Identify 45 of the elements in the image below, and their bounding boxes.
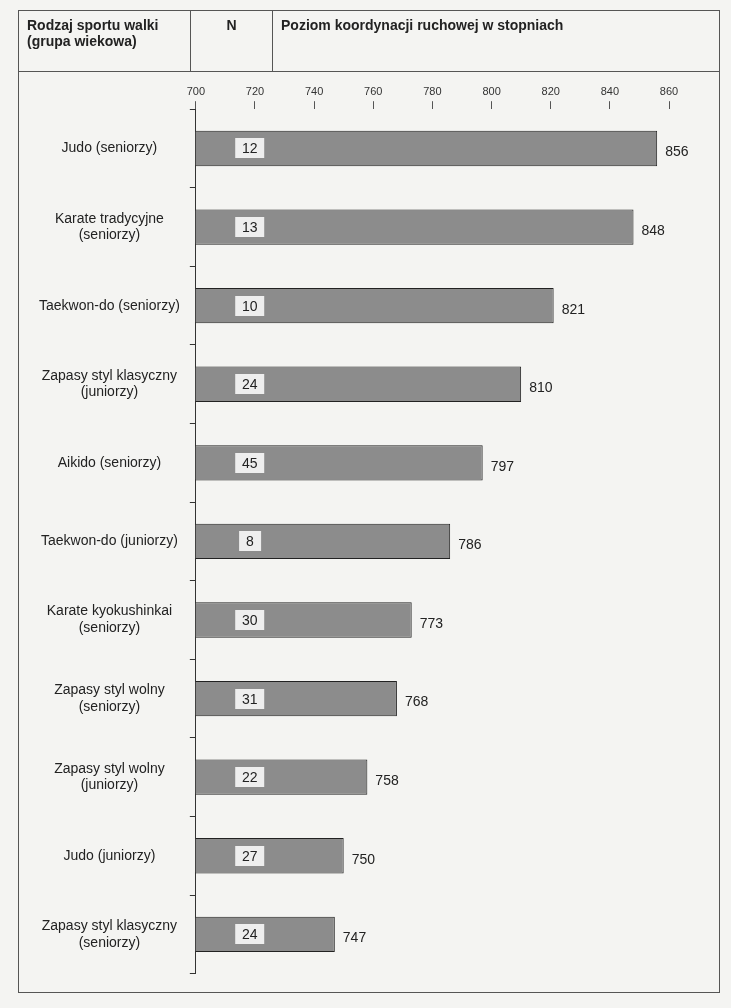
chart-title: Poziom koordynacji ruchowej w stopniach <box>280 16 565 35</box>
annotation: 45 <box>235 452 265 473</box>
data-label: 750 <box>351 850 376 867</box>
data-label: 821 <box>561 300 586 317</box>
y-tick-label: Taekwon-do (seniorzy) <box>39 296 180 313</box>
x-tick-label: 800 <box>482 84 501 97</box>
y-tick-label: Zapasy styl klasyczny (seniorzy) <box>41 916 178 950</box>
annotation: 24 <box>235 374 265 395</box>
y-tick-label: Judo (seniorzy) <box>61 139 158 156</box>
data-label: 810 <box>529 379 553 396</box>
data-label: 848 <box>641 221 666 238</box>
y-tick-label: Aikido (seniorzy) <box>57 453 162 470</box>
data-label: 786 <box>458 536 482 553</box>
y-axis-title: Rodzaj sportu walki (grupa wiekowa) <box>19 11 191 71</box>
annotation: 27 <box>235 845 265 866</box>
text: N <box>191 11 273 71</box>
annotation: 8 <box>238 531 261 552</box>
x-tick-label: 720 <box>245 84 265 97</box>
data-label: 758 <box>375 772 399 788</box>
y-tick-label: Taekwon-do (juniorzy) <box>40 532 178 549</box>
y-tick-label: Zapasy styl wolny (seniorzy) <box>54 681 165 714</box>
x-tick-label: 760 <box>364 84 383 97</box>
annotation: 30 <box>235 609 265 630</box>
y-tick-label: Zapasy styl wolny (juniorzy) <box>54 759 165 793</box>
data-label: 797 <box>490 457 515 474</box>
annotation: 24 <box>235 924 265 945</box>
data-label: 747 <box>342 929 367 946</box>
x-tick-label: 780 <box>423 84 442 97</box>
data-label: 773 <box>419 614 444 631</box>
annotation: 31 <box>235 688 265 709</box>
y-tick-label: Judo (juniorzy) <box>63 846 156 863</box>
annotation: 12 <box>235 138 265 159</box>
data-label: 768 <box>404 693 429 710</box>
x-tick-label: 700 <box>186 84 206 97</box>
annotation: 22 <box>235 767 265 788</box>
x-tick-label: 820 <box>541 84 560 97</box>
y-tick-label: Karate kyokushinkai (seniorzy) <box>46 602 173 636</box>
annotation: 10 <box>235 295 265 316</box>
y-tick-label: Karate tradycyjne (seniorzy) <box>54 209 165 243</box>
data-label: 856 <box>665 143 689 160</box>
x-tick-label: 860 <box>659 84 679 97</box>
annotation: 13 <box>235 217 265 238</box>
y-tick-label: Zapasy styl klasyczny (juniorzy) <box>41 366 178 400</box>
x-tick-label: 840 <box>600 84 620 97</box>
x-tick-label: 740 <box>304 84 324 97</box>
